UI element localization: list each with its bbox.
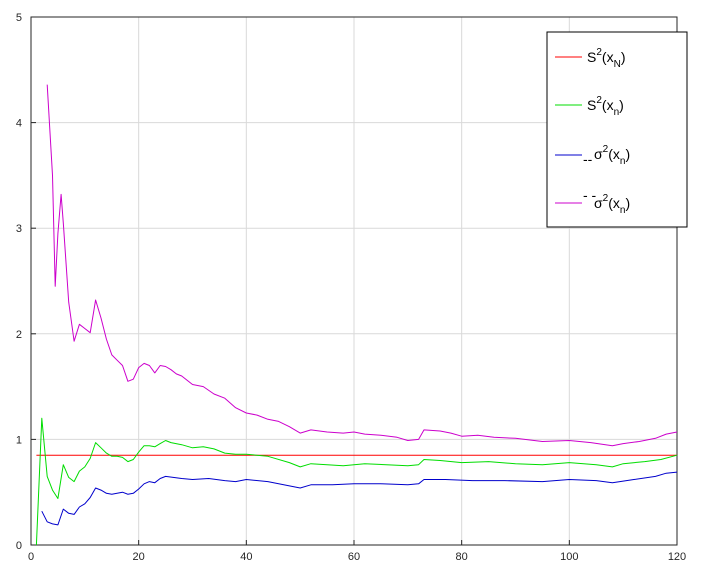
x-tick-label: 60: [348, 551, 360, 563]
x-tick-label: 120: [668, 551, 686, 563]
series-line-2: [41, 471, 678, 526]
x-tick-label: 80: [456, 551, 468, 563]
y-tick-label: 3: [16, 223, 22, 235]
y-tick-label: 0: [16, 540, 22, 552]
y-tick-label: 5: [16, 12, 22, 24]
legend-label-1: S2(xn): [587, 95, 624, 118]
axis-ticks: 0 20 40 60 80 100 120 0 1 2 3 4 5: [16, 12, 686, 563]
legend-entry-0: S2(xN): [555, 47, 625, 70]
legend: S2(xN) S2(xn) -- σ2(xn) - - σ2(xn): [546, 31, 688, 228]
y-tick-label: 4: [16, 118, 22, 130]
legend-entry-3: - - σ2(xn): [555, 187, 630, 216]
y-tick-label: 1: [16, 434, 22, 446]
x-tick-label: 0: [28, 551, 34, 563]
legend-accent-2: --: [583, 151, 593, 167]
x-tick-label: 40: [240, 551, 252, 563]
series-line-3: [46, 84, 678, 447]
legend-accent-3: - -: [583, 187, 597, 203]
series-layer: [35, 84, 678, 546]
legend-label-0: S2(xN): [587, 47, 625, 70]
x-tick-label: 20: [133, 551, 145, 563]
legend-box: [546, 31, 688, 228]
series-line-1: [35, 417, 678, 546]
x-tick-label: 100: [560, 551, 578, 563]
legend-label-2: σ2(xn): [594, 144, 630, 167]
y-tick-label: 2: [16, 329, 22, 341]
legend-entry-1: S2(xn): [555, 95, 624, 118]
legend-label-3: σ2(xn): [594, 193, 630, 216]
legend-entry-2: -- σ2(xn): [555, 144, 630, 167]
